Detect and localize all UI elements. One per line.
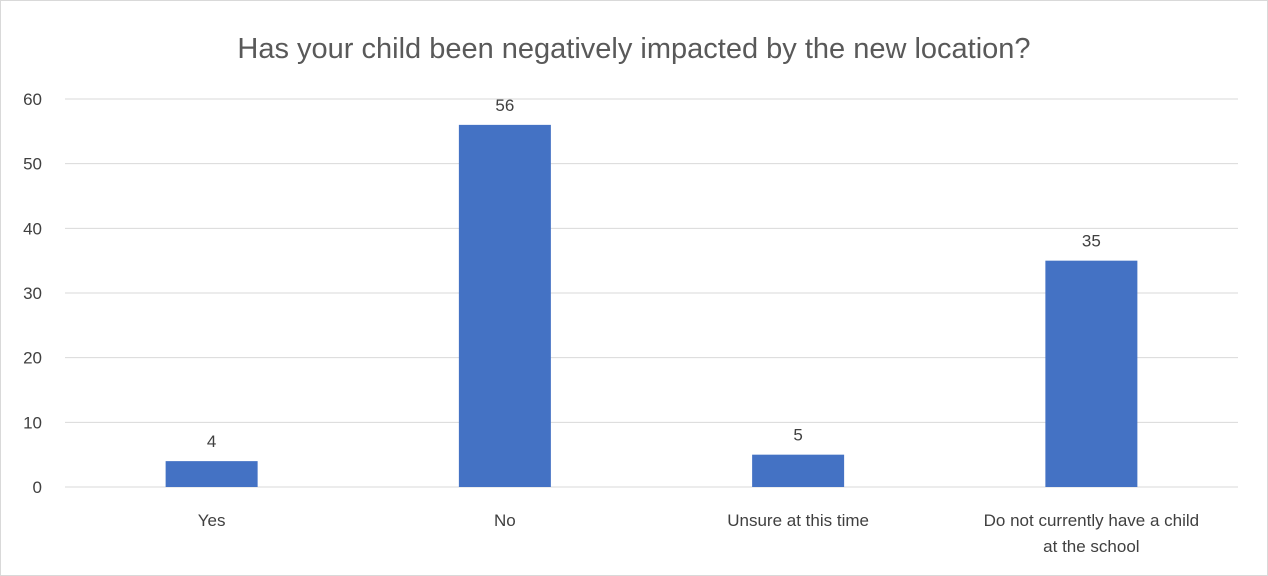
x-tick-label: Do not currently have a child at the scho… <box>984 511 1199 556</box>
bar <box>458 124 551 487</box>
data-label: 56 <box>495 96 514 115</box>
x-tick-label: Yes <box>198 511 226 530</box>
bar <box>1045 260 1138 487</box>
y-tick-label: 30 <box>23 284 42 303</box>
data-label: 4 <box>207 432 216 451</box>
data-labels: 4 56 5 35 <box>207 96 1101 451</box>
y-tick-label: 0 <box>33 478 42 497</box>
bar <box>165 461 258 487</box>
chart-title: Has your child been negatively impacted … <box>237 33 1030 65</box>
gridlines <box>65 98 1238 488</box>
y-tick-label: 40 <box>23 219 42 238</box>
data-label: 35 <box>1082 232 1101 251</box>
y-tick-label: 60 <box>23 90 42 109</box>
bar <box>752 454 845 487</box>
x-axis: Yes No Unsure at this time Do not currently… <box>198 511 1199 556</box>
y-tick-label: 20 <box>23 349 42 368</box>
y-axis: 0 10 20 30 40 50 60 <box>23 90 42 497</box>
data-label: 5 <box>793 426 802 445</box>
x-tick-label: No <box>494 511 516 530</box>
y-tick-label: 50 <box>23 155 42 174</box>
bars <box>165 124 1138 487</box>
y-tick-label: 10 <box>23 413 42 432</box>
x-tick-label: Unsure at this time <box>727 511 869 530</box>
